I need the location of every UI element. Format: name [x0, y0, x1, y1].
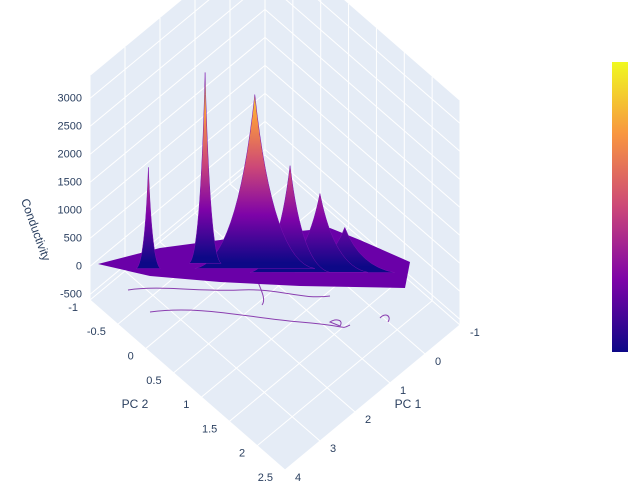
surface-peak [194, 94, 315, 269]
y-tick-label: -0.5 [87, 326, 106, 338]
y-tick-label: -1 [68, 302, 78, 314]
z-tick-label: 2500 [58, 120, 82, 132]
x-tick-label: 1 [400, 385, 406, 397]
grid-line [264, 37, 461, 208]
surface [135, 72, 395, 273]
z-axis-title: Conductivity [18, 197, 54, 263]
grid-line [89, 149, 266, 295]
grid-line [89, 65, 266, 211]
z-tick-label: 0 [76, 260, 82, 272]
surface-peak [188, 72, 222, 264]
left-wall [90, 0, 265, 300]
y-tick-label: 1 [183, 399, 189, 411]
x-tick-label: 4 [295, 472, 301, 484]
grid-line [285, 0, 461, 152]
grid-line [284, 324, 461, 471]
x-axis-title: PC 1 [395, 397, 422, 411]
z-tick-label: 1000 [58, 204, 82, 216]
grid-line [89, 93, 266, 239]
grid-line [317, 0, 461, 124]
grid-line [89, 9, 266, 155]
grid-line [89, 0, 244, 127]
contour [379, 314, 390, 323]
y-tick-label: 0 [128, 350, 134, 362]
z-tick-label: 2000 [58, 148, 82, 160]
grid-line [264, 121, 461, 292]
z-tick-label: 1500 [58, 176, 82, 188]
surface-peak [135, 167, 162, 269]
contour [127, 287, 331, 298]
z-tick-label: -500 [60, 288, 82, 300]
y-tick-label: 1.5 [202, 423, 217, 435]
grid-line [264, 154, 461, 326]
grid-line [228, 276, 405, 422]
grid-line [264, 9, 461, 180]
grid-line [89, 37, 266, 183]
y-tick-label: 0.5 [146, 375, 161, 387]
contour [328, 319, 342, 327]
grid-line [264, 93, 461, 264]
x-tick-label: -1 [470, 327, 480, 339]
grid-line [264, 149, 461, 320]
grid-line [89, 154, 266, 301]
grid-line [89, 121, 266, 267]
z-tick-label: 3000 [58, 92, 82, 104]
grid-line [89, 0, 210, 99]
y-axis-title: PC 2 [122, 397, 149, 411]
contour [149, 309, 351, 328]
axis-labels: -500 0 500 1000 1500 2000 2500 3000 -1 -0.5 0 0.5 1 1… [58, 92, 480, 484]
y-tick-label: 2.5 [258, 472, 273, 484]
y-tick-label: 2 [239, 448, 245, 460]
z-tick-label: 500 [64, 232, 82, 244]
x-tick-label: 2 [365, 414, 371, 426]
colorbar [612, 62, 628, 352]
contours [127, 281, 390, 328]
grid-line [124, 270, 321, 442]
contour [257, 281, 265, 306]
floor [90, 155, 460, 470]
grid-line [256, 300, 433, 447]
grid-line [89, 299, 286, 471]
grid-line [264, 65, 461, 236]
x-tick-label: 0 [435, 356, 441, 368]
x-tick-label: 3 [330, 443, 336, 455]
